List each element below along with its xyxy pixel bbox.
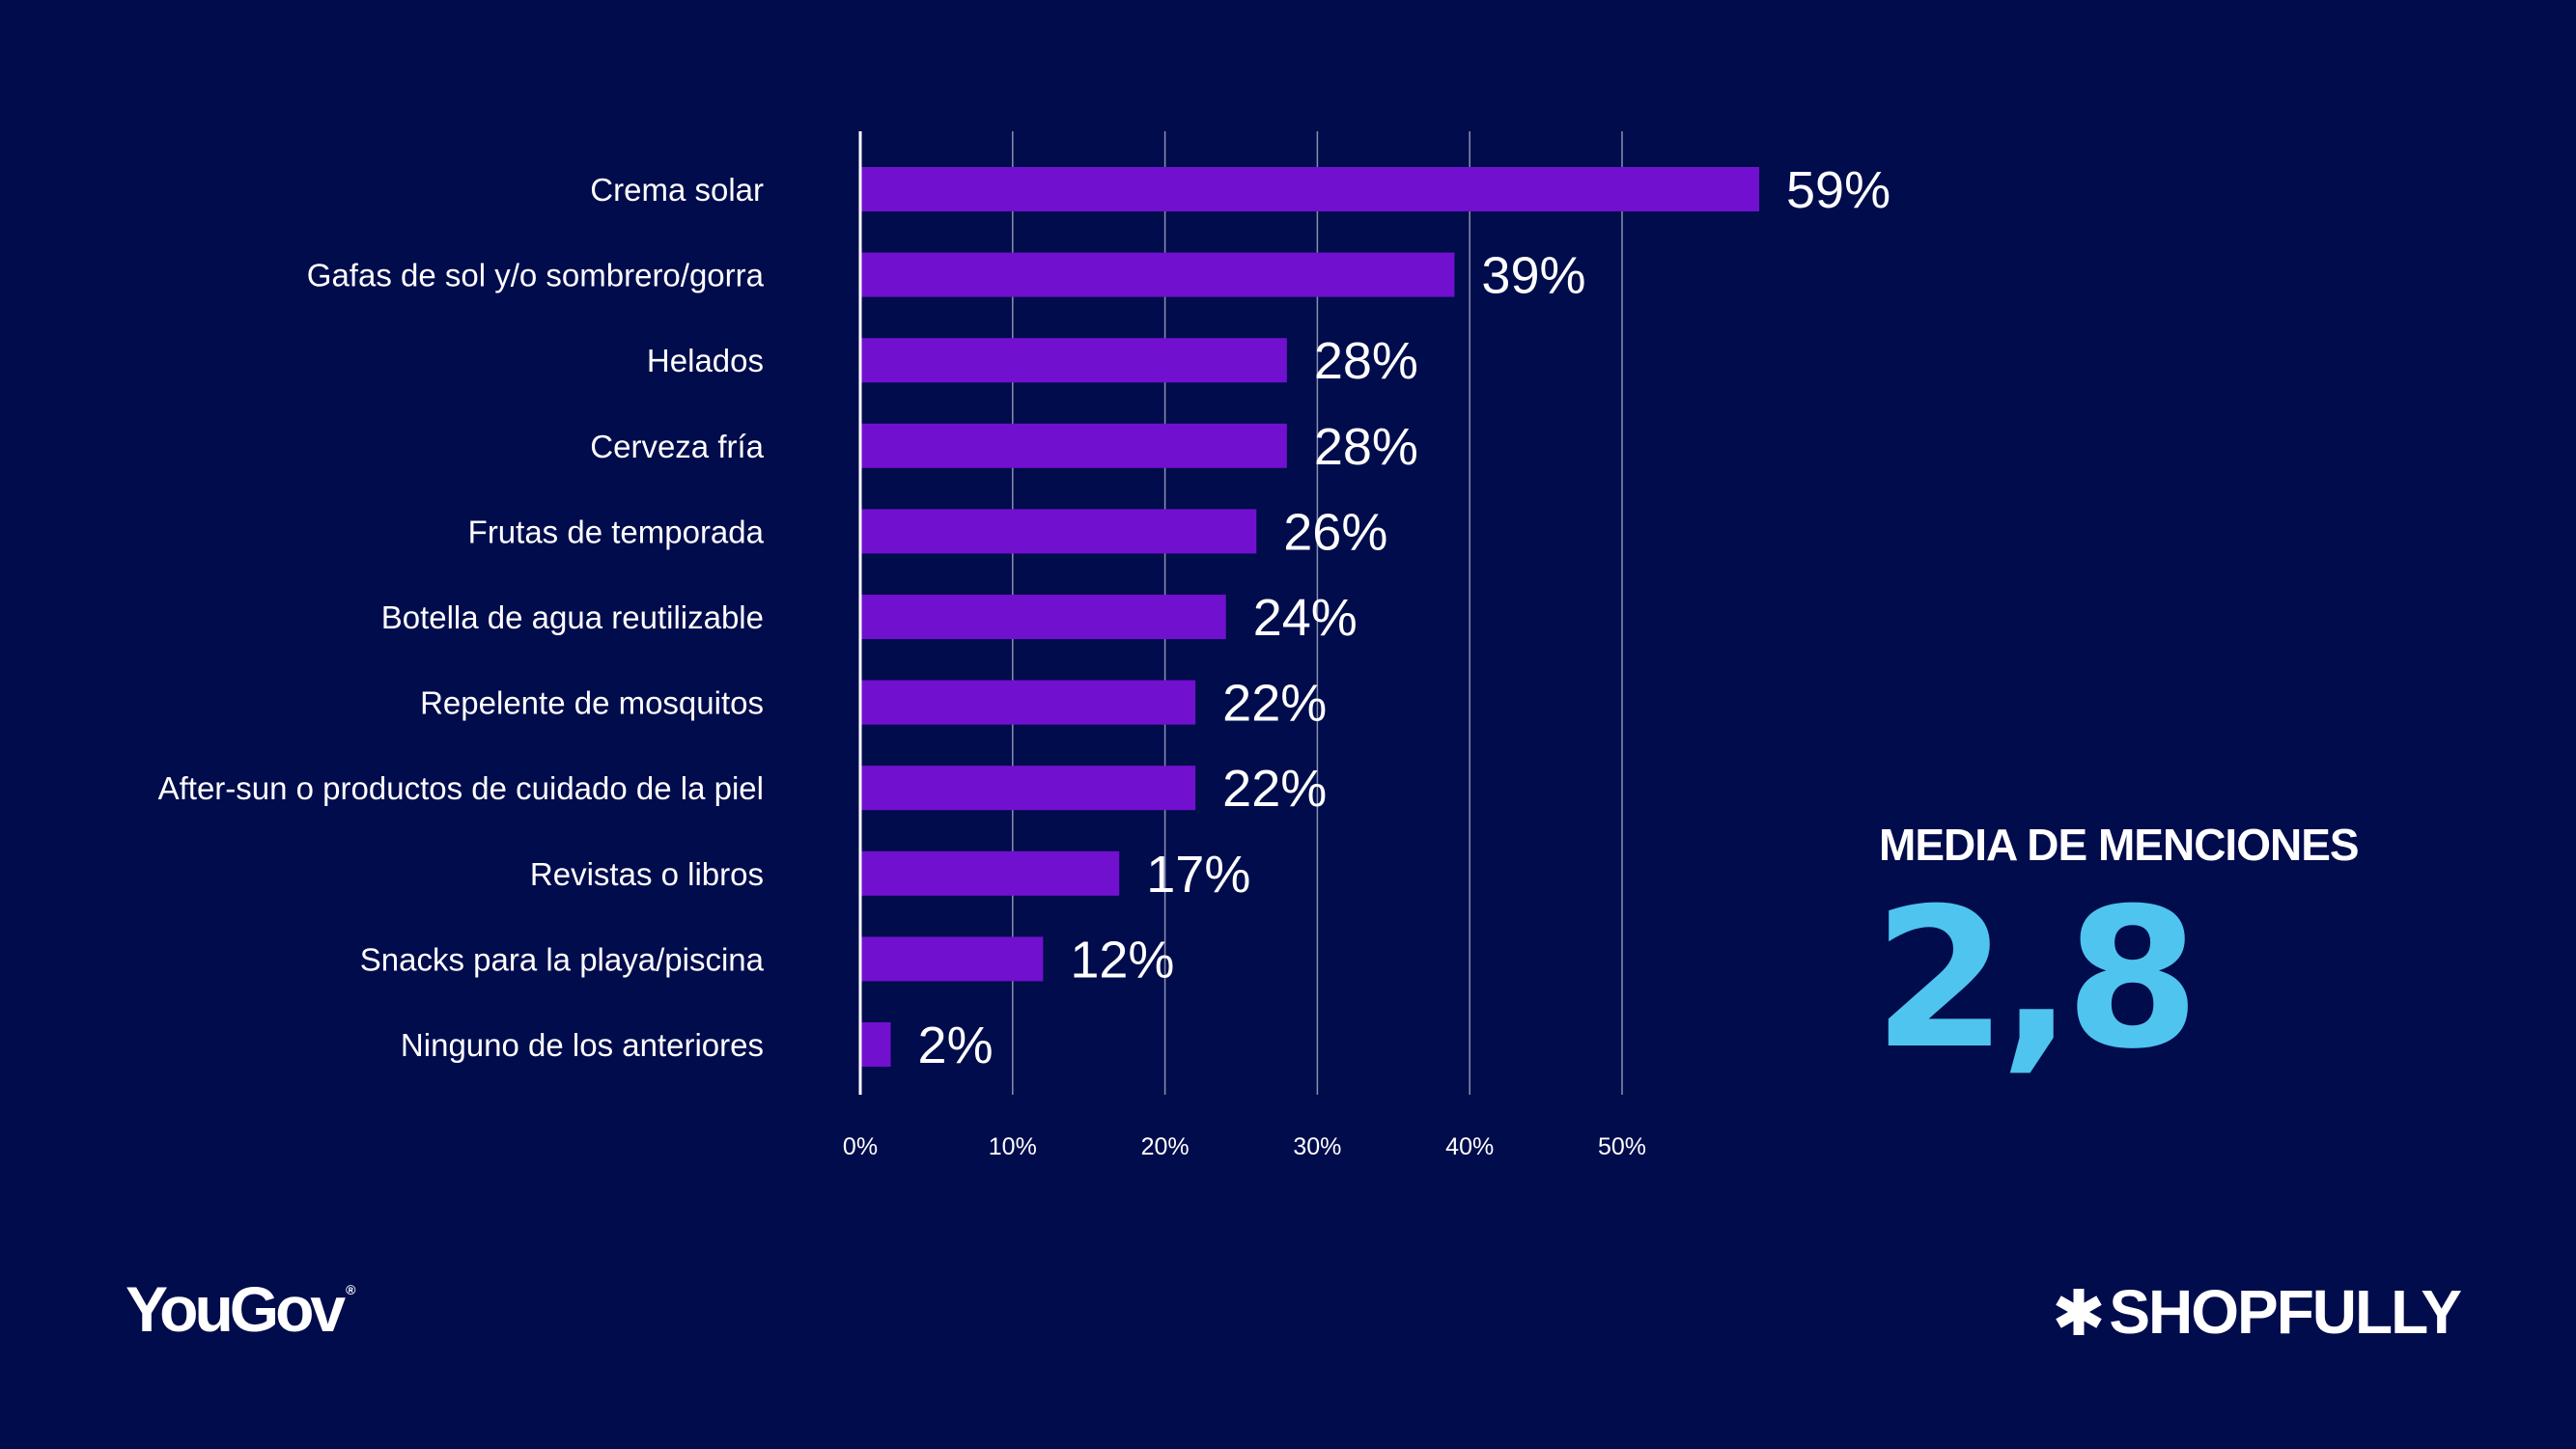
kpi-value: 2,8 <box>1873 867 2199 1092</box>
x-tick-label: 10% <box>989 1133 1037 1160</box>
category-label: After-sun o productos de cuidado de la p… <box>158 770 764 806</box>
data-label: 17% <box>1146 846 1250 904</box>
data-label: 28% <box>1314 332 1418 390</box>
bar <box>860 1022 891 1067</box>
registered-mark: ® <box>346 1282 356 1297</box>
data-label: 2% <box>918 1017 994 1074</box>
data-label: 28% <box>1314 418 1418 476</box>
yougov-logo: YouGov ® <box>126 1272 355 1346</box>
data-label: 59% <box>1786 161 1890 219</box>
x-tick-label: 40% <box>1445 1133 1494 1160</box>
bar <box>860 766 1196 811</box>
x-tick-label: 30% <box>1293 1133 1341 1160</box>
bar <box>860 850 1120 896</box>
category-label: Repelente de mosquitos <box>420 685 764 721</box>
category-label: Frutas de temporada <box>468 514 765 549</box>
bar <box>860 936 1044 982</box>
kpi-label: MEDIA DE MENCIONES <box>1879 820 2360 870</box>
category-label: Crema solar <box>590 172 764 208</box>
category-label: Botella de agua reutilizable <box>381 599 764 635</box>
data-label: 26% <box>1283 503 1387 561</box>
category-label: Gafas de sol y/o sombrero/gorra <box>307 258 765 293</box>
data-label: 22% <box>1222 675 1327 733</box>
shopfully-logo: SHOPFULLY <box>2053 1276 2462 1348</box>
category-label: Helados <box>647 343 764 378</box>
shopfully-logo-text: SHOPFULLY <box>2109 1277 2462 1347</box>
category-label: Cerveza fría <box>590 429 764 464</box>
x-tick-label: 20% <box>1141 1133 1190 1160</box>
bar <box>860 423 1287 468</box>
yougov-logo-text: YouGov <box>126 1273 346 1345</box>
category-label: Revistas o libros <box>530 856 764 892</box>
bar <box>860 680 1196 725</box>
data-label: 22% <box>1222 760 1327 818</box>
category-labels: Crema solar Gafas de sol y/o sombrero/gor… <box>158 172 765 1063</box>
x-tick-label: 0% <box>843 1133 878 1160</box>
data-label: 12% <box>1070 931 1174 989</box>
value-labels: 59% 39% 28% 28% 26% 24% 22% 22% 17% 12% 2% <box>918 161 1891 1074</box>
data-label: 24% <box>1253 589 1358 647</box>
category-label: Snacks para la playa/piscina <box>360 941 765 977</box>
asterisk-icon <box>2056 1289 2103 1335</box>
bar <box>860 338 1287 383</box>
bars <box>860 167 1760 1067</box>
data-label: 39% <box>1481 247 1585 305</box>
bar-chart: Crema solar Gafas de sol y/o sombrero/gor… <box>158 131 1891 1160</box>
bar <box>860 167 1760 211</box>
x-tick-label: 50% <box>1598 1133 1646 1160</box>
bar <box>860 509 1257 554</box>
x-axis-tick-labels: 0% 10% 20% 30% 40% 50% <box>843 1133 1646 1160</box>
category-label: Ninguno de los anteriores <box>401 1027 764 1063</box>
bar <box>860 595 1226 639</box>
bar <box>860 252 1455 297</box>
